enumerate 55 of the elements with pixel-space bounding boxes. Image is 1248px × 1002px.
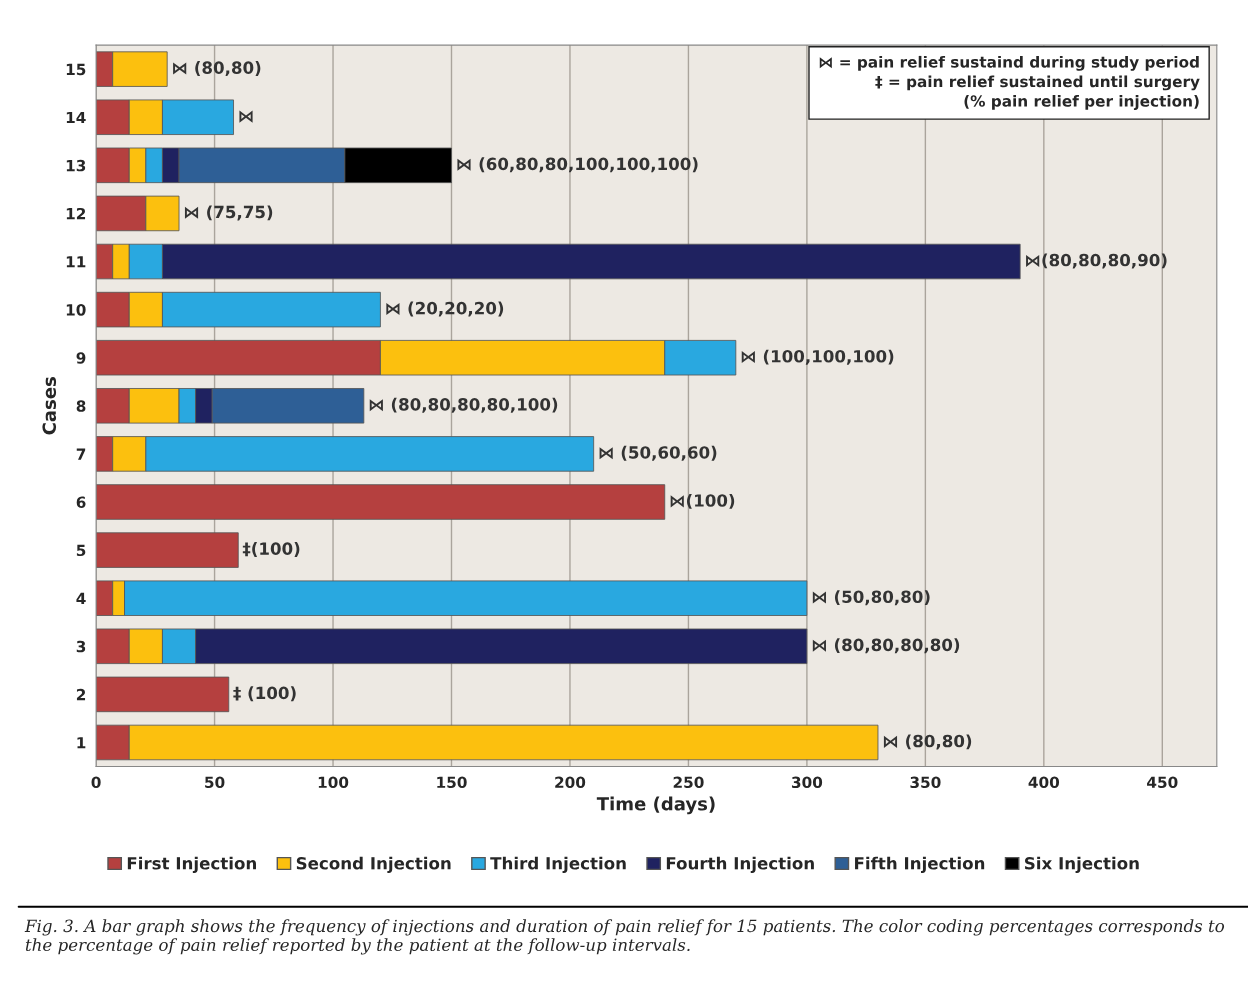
legend-label: Third Injection	[490, 856, 626, 873]
x-tick-label: 200	[555, 776, 586, 789]
annotation: ⋈ (50,80,80)	[812, 590, 930, 606]
annotation: ‡ = pain relief sustained until surgery	[875, 75, 1200, 91]
x-axis-title: Time (days)	[596, 796, 715, 815]
legend-label: Fifth Injection	[855, 856, 985, 873]
annotation: ‡ (100)	[233, 686, 296, 702]
y-tick-label: 4	[76, 592, 86, 604]
y-tick-label: 11	[66, 256, 86, 268]
y-tick-label: 6	[76, 496, 86, 509]
legend-label: Fourth Injection	[666, 856, 814, 873]
annotation: ⋈ (80,80,80,80)	[812, 638, 960, 654]
y-tick-label: 3	[76, 640, 86, 653]
annotation: ⋈(80,80,80,90)	[1026, 253, 1167, 269]
x-tick-label: 150	[437, 776, 467, 789]
y-tick-label: 15	[66, 63, 86, 76]
y-tick-label: 7	[76, 448, 86, 460]
annotation: ⋈	[239, 110, 253, 123]
y-tick-label: 5	[76, 544, 86, 557]
y-tick-label: 1	[77, 737, 86, 749]
annotation: ⋈(100)	[670, 493, 735, 509]
annotation: ⋈ (80,80)	[883, 734, 972, 750]
y-tick-label: 9	[76, 352, 86, 364]
bar	[96, 484, 666, 520]
x-tick-label: 450	[1147, 776, 1178, 789]
y-tick-label: 14	[66, 111, 86, 124]
x-tick-label: 300	[791, 776, 823, 789]
annotation: ⋈ = pain relief sustaind during study period	[819, 55, 1199, 71]
x-tick-label: 350	[910, 776, 941, 789]
annotation: (% pain relief per injection)	[964, 95, 1199, 110]
annotation: ‡(100)	[242, 542, 300, 557]
annotation: ⋈ (60,80,80,100,100,100)	[457, 157, 698, 173]
bar	[96, 532, 239, 568]
y-axis-title: Cases	[42, 377, 57, 435]
y-tick-label: 8	[76, 400, 86, 412]
annotation: ⋈ (75,75)	[184, 205, 273, 221]
annotation: ⋈ (20,20,20)	[386, 301, 504, 317]
x-tick-label: 250	[673, 776, 704, 789]
annotation: ⋈ (80,80)	[173, 61, 261, 77]
x-tick-label: 400	[1028, 776, 1060, 789]
y-tick-label: 10	[66, 304, 86, 316]
caption: Fig. 3. A bar graph shows the frequency of injections and duration of pain relief for 15 patients. The color coding percentages corresponds to the percentage of pain relief reported by the patient at the follow-up intervals.	[24, 919, 1225, 955]
annotation: ⋈ (80,80,80,80,100)	[369, 397, 558, 413]
x-tick-label: 50	[205, 776, 225, 789]
bar	[96, 676, 230, 713]
x-tick-label: 0	[91, 776, 101, 789]
legend-label: Six Injection	[1024, 856, 1139, 873]
y-tick-label: 12	[66, 207, 86, 220]
y-tick-label: 2	[76, 688, 86, 701]
legend-label: First Injection	[127, 856, 256, 873]
x-tick-label: 100	[318, 776, 349, 789]
annotation: ⋈ (50,60,60)	[599, 445, 717, 461]
annotation: ⋈ (100,100,100)	[741, 349, 894, 365]
y-tick-label: 13	[66, 159, 86, 172]
legend-label: Second Injection	[296, 856, 451, 873]
